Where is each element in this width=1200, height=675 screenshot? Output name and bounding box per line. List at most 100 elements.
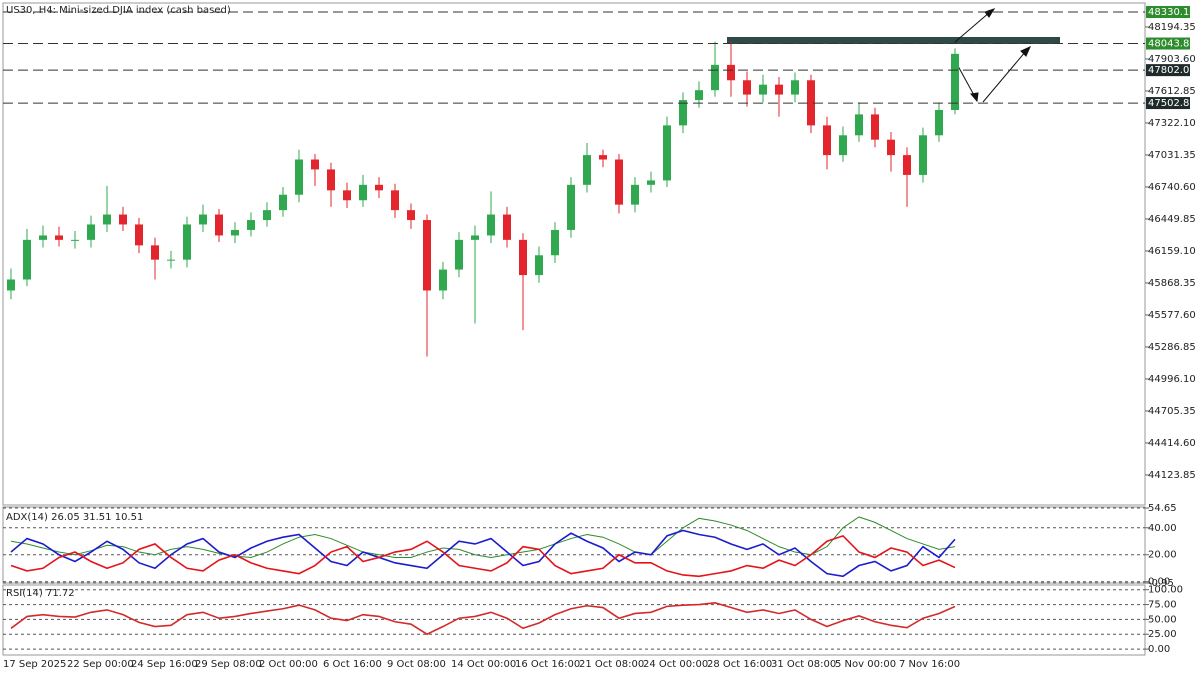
x-tick-label: 22 Sep 00:00 [67,659,134,670]
candle-body [199,214,207,225]
x-tick-label: 24 Oct 00:00 [643,659,708,670]
x-tick-label: 29 Sep 08:00 [195,659,262,670]
candle-body [583,155,591,185]
level-label: 47502.82 [1148,98,1196,109]
candle-body [535,255,543,276]
y-tick-label: 45577.60 [1148,310,1196,321]
candle-body [391,190,399,211]
level-label-bg [1146,97,1190,110]
candle-body [807,80,815,126]
candle-body [935,109,943,136]
y-tick-label: 47322.10 [1148,118,1196,129]
y-tick-label: 44705.35 [1148,406,1196,417]
candle-body [7,279,15,291]
candle-body [151,245,159,260]
candle-body [183,224,191,260]
y-tick-label: 0.00 [1148,644,1170,655]
candle-body [519,239,527,276]
candle-body [711,64,719,91]
y-tick-label: 46449.85 [1148,214,1196,225]
indicator-line [10,601,956,636]
candle-body [407,210,415,221]
candle-body [359,184,367,201]
candle-body [599,155,607,160]
candle-body [791,80,799,95]
candle-body [23,239,31,280]
rsi-title: RSI(14) 71.72 [6,588,75,599]
arrow-head [1020,46,1031,57]
y-tick-label: 25.00 [1148,629,1177,640]
y-tick-label: 54.65 [1148,503,1177,514]
level-label-bg [1146,64,1190,77]
candle-body [647,180,655,185]
x-tick-label: 21 Oct 08:00 [579,659,644,670]
y-tick-label: 47031.35 [1148,150,1196,161]
candle-body [215,214,223,236]
y-tick-label: 44414.60 [1148,438,1196,449]
y-tick-label: 20.00 [1148,550,1177,561]
y-tick-label: 75.00 [1148,600,1177,611]
candle-body [551,229,559,256]
x-tick-label: 9 Oct 08:00 [387,659,446,670]
candle-body [439,269,447,291]
y-tick-label: 48194.35 [1148,22,1196,33]
candle-body [279,194,287,211]
indicator-line [10,516,956,558]
arrow-head [970,92,979,103]
y-tick-label: 45868.35 [1148,278,1196,289]
adx-title: ADX(14) 26.05 31.51 10.51 [6,512,143,523]
arrow [954,11,991,43]
resistance-zone [727,37,1060,44]
candle-body [887,139,895,156]
y-tick-label: 0.00 [1148,577,1170,588]
candle-body [503,214,511,240]
candle-body [327,169,335,191]
candle-body [311,159,319,170]
candle-body [663,125,671,181]
candle-body [695,90,703,101]
main-panel [2,2,1146,506]
candle-body [919,135,927,175]
candle-body [903,155,911,175]
level-label: 47802.09 [1148,65,1196,76]
candle-body [119,214,127,225]
candle-body [839,135,847,156]
candle-body [39,235,47,240]
y-tick-label: 50.00 [1148,614,1177,625]
candle-body [247,220,255,230]
y-tick-label: 46740.60 [1148,182,1196,193]
x-tick-label: 17 Sep 2025 [3,659,66,670]
candle-body [55,235,63,240]
x-tick-label: 16 Oct 16:00 [515,659,580,670]
candle-body [759,84,767,95]
candle-body [743,80,751,95]
candle-body [375,184,383,191]
candle-body [343,190,351,201]
y-tick-label: 45286.85 [1148,342,1196,353]
level-label-bg [1146,6,1190,19]
arrow-head [984,8,996,18]
indicator-line [10,529,956,578]
y-tick-label: 44123.85 [1148,470,1196,481]
candle-body [167,259,175,261]
indicator-line [10,534,956,578]
candle-body [295,159,303,195]
y-tick-label: 40.00 [1148,523,1177,534]
y-tick-label: 47903.60 [1148,54,1196,65]
y-tick-label: -0.95 [1148,578,1174,589]
candle-body [231,229,239,236]
y-tick-label: 46159.10 [1148,246,1196,257]
level-label-bg [1146,37,1190,50]
y-tick-label: 44996.10 [1148,374,1196,385]
projection-arrows [954,8,1031,103]
level-label: 48043.89 [1148,39,1196,50]
candle-body [631,184,639,205]
candle-body [615,159,623,205]
candle-body [471,235,479,240]
candle-body [71,239,79,241]
x-tick-label: 31 Oct 08:00 [771,659,836,670]
x-tick-label: 2 Oct 00:00 [259,659,318,670]
candle-body [423,220,431,291]
y-tick-label: 100.00 [1148,585,1183,596]
